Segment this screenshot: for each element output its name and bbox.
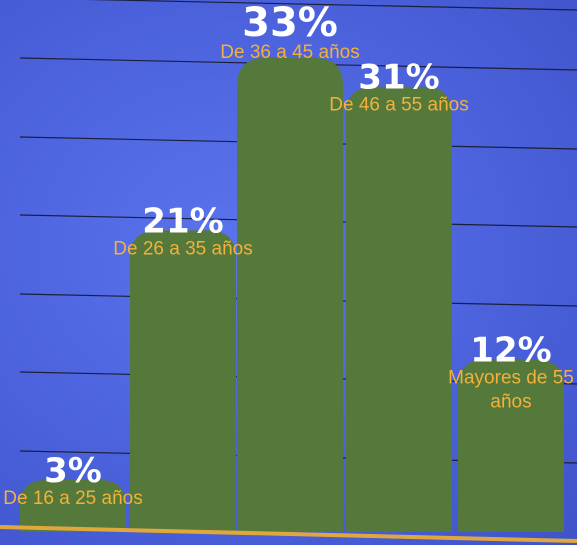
category-label: De 26 a 35 años bbox=[113, 238, 252, 259]
bar bbox=[346, 86, 452, 533]
bars bbox=[20, 58, 564, 533]
bar bbox=[130, 230, 236, 532]
value-label: 33% bbox=[242, 0, 338, 46]
value-label: 31% bbox=[358, 58, 439, 98]
category-label: años bbox=[490, 392, 531, 413]
value-label: 12% bbox=[470, 331, 551, 371]
gridline bbox=[84, 0, 577, 11]
baseline bbox=[0, 525, 577, 543]
value-label: 21% bbox=[142, 201, 223, 241]
category-label: De 16 a 25 años bbox=[3, 488, 142, 509]
bar bbox=[237, 58, 343, 532]
bar bbox=[20, 480, 126, 532]
bar bbox=[458, 359, 564, 532]
category-label: De 36 a 45 años bbox=[220, 42, 359, 63]
category-label: De 46 a 55 años bbox=[329, 95, 468, 116]
value-label: 3% bbox=[44, 451, 102, 491]
category-label: Mayores de 55 bbox=[448, 368, 574, 389]
